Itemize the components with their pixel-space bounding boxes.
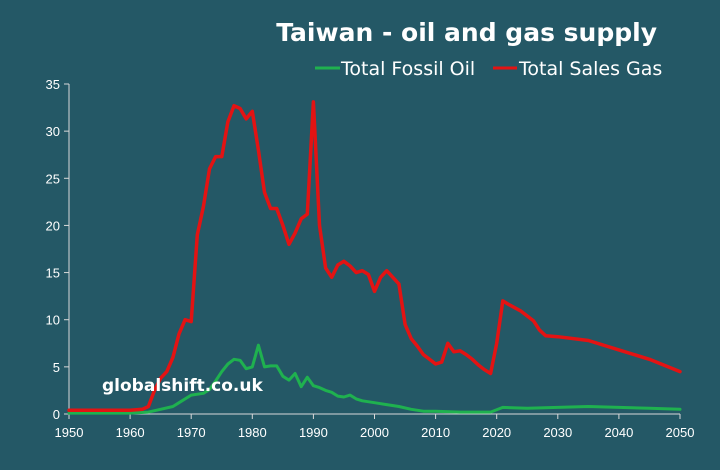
series-lines bbox=[67, 100, 682, 415]
axes: 0 5 10 15 20 25 30 35 1950 1960 1970 1980 1990 2000 20… bbox=[46, 77, 695, 440]
series-line-total-fossil-oil bbox=[67, 343, 682, 415]
x-tick-label: 2040 bbox=[604, 425, 633, 440]
y-tick-label: 5 bbox=[53, 360, 60, 375]
legend: Total Fossil Oil Total Sales Gas bbox=[315, 58, 662, 80]
x-tick-label: 2000 bbox=[360, 425, 389, 440]
y-tick-label: 30 bbox=[46, 124, 60, 139]
x-tick-label: 2020 bbox=[482, 425, 511, 440]
x-tick-label: 1960 bbox=[116, 425, 145, 440]
y-tick-label: 0 bbox=[53, 407, 60, 422]
legend-label: Total Sales Gas bbox=[518, 58, 662, 80]
chart-title: Taiwan - oil and gas supply bbox=[276, 18, 657, 47]
x-tick-label: 2010 bbox=[421, 425, 450, 440]
y-tick-label: 25 bbox=[46, 171, 60, 186]
x-tick-label: 2050 bbox=[666, 425, 695, 440]
x-tick-label: 1980 bbox=[238, 425, 267, 440]
series-line-total-sales-gas bbox=[67, 100, 682, 412]
x-tick-label: 2030 bbox=[543, 425, 572, 440]
y-tick-label: 10 bbox=[46, 313, 60, 328]
watermark-text: globalshift.co.uk bbox=[102, 376, 263, 396]
x-tick-label: 1990 bbox=[299, 425, 328, 440]
y-tick-label: 20 bbox=[46, 218, 60, 233]
x-tick-label: 1950 bbox=[55, 425, 84, 440]
y-tick-label: 35 bbox=[46, 77, 60, 92]
y-tick-label: 15 bbox=[46, 266, 60, 281]
x-tick-label: 1970 bbox=[177, 425, 206, 440]
legend-label: Total Fossil Oil bbox=[340, 58, 475, 80]
